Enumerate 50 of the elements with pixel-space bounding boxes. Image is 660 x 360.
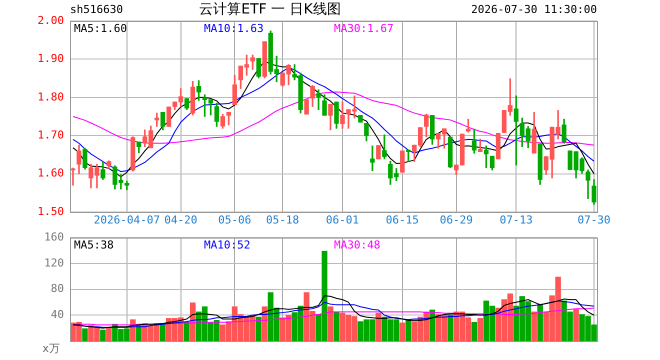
bar bbox=[573, 309, 579, 341]
bar bbox=[334, 312, 340, 341]
bar bbox=[256, 316, 262, 341]
bar bbox=[447, 314, 454, 341]
x-tick-label: 04-20 bbox=[164, 213, 198, 226]
x-tick-label: 05-06 bbox=[218, 213, 252, 226]
x-tick-label: 07-13 bbox=[500, 213, 533, 226]
bar bbox=[376, 312, 382, 341]
bar bbox=[100, 330, 106, 341]
text: 2026-07-30 11:30:00 bbox=[471, 2, 597, 16]
y-tick-label: 1.60 bbox=[38, 166, 64, 180]
y-axis-title: x万 bbox=[42, 342, 60, 355]
text: MA10:1.63 bbox=[204, 22, 264, 35]
y-tick-label: 120 bbox=[44, 256, 64, 270]
text: MA30:48 bbox=[334, 238, 380, 252]
bar bbox=[477, 318, 484, 341]
bar bbox=[471, 322, 478, 341]
text: MA5:1.60 bbox=[74, 22, 127, 35]
y-tick-label: 2.00 bbox=[38, 14, 64, 27]
text: sh516630 bbox=[70, 2, 123, 16]
bar bbox=[82, 328, 88, 341]
chart-title: 云计算ETF 一 日K线图 bbox=[199, 2, 341, 18]
y-tick-label: 1.50 bbox=[38, 204, 64, 218]
candlestick bbox=[370, 146, 375, 172]
x-tick-label: 06-15 bbox=[386, 213, 419, 226]
y-tick-label: 40 bbox=[50, 308, 64, 322]
candlestick bbox=[70, 168, 76, 186]
y-tick-label: 1.80 bbox=[38, 90, 64, 104]
y-tick-label: 1.70 bbox=[38, 128, 64, 142]
bar bbox=[184, 322, 190, 341]
bar bbox=[406, 319, 412, 341]
bar bbox=[531, 312, 537, 341]
x-tick-label: 06-01 bbox=[326, 213, 360, 226]
bar bbox=[429, 310, 436, 341]
candlestick bbox=[316, 89, 321, 110]
x-tick-label: 06-29 bbox=[440, 213, 473, 226]
y-tick-label: 1.90 bbox=[38, 52, 64, 66]
bar bbox=[400, 322, 406, 341]
bar bbox=[328, 306, 334, 341]
x-tick-label: 05-18 bbox=[266, 213, 300, 226]
bar bbox=[106, 327, 112, 341]
text: MA10:52 bbox=[204, 238, 250, 252]
text: MA5:38 bbox=[74, 238, 114, 252]
text: MA30:1.67 bbox=[334, 22, 394, 35]
x-tick-label: 2026-04-07 bbox=[94, 213, 160, 226]
y-tick-label: 160 bbox=[44, 230, 64, 244]
y-tick-label: 80 bbox=[50, 282, 64, 296]
bar bbox=[537, 304, 543, 341]
bar bbox=[136, 325, 142, 341]
x-tick-label: 07-30 bbox=[577, 213, 611, 226]
